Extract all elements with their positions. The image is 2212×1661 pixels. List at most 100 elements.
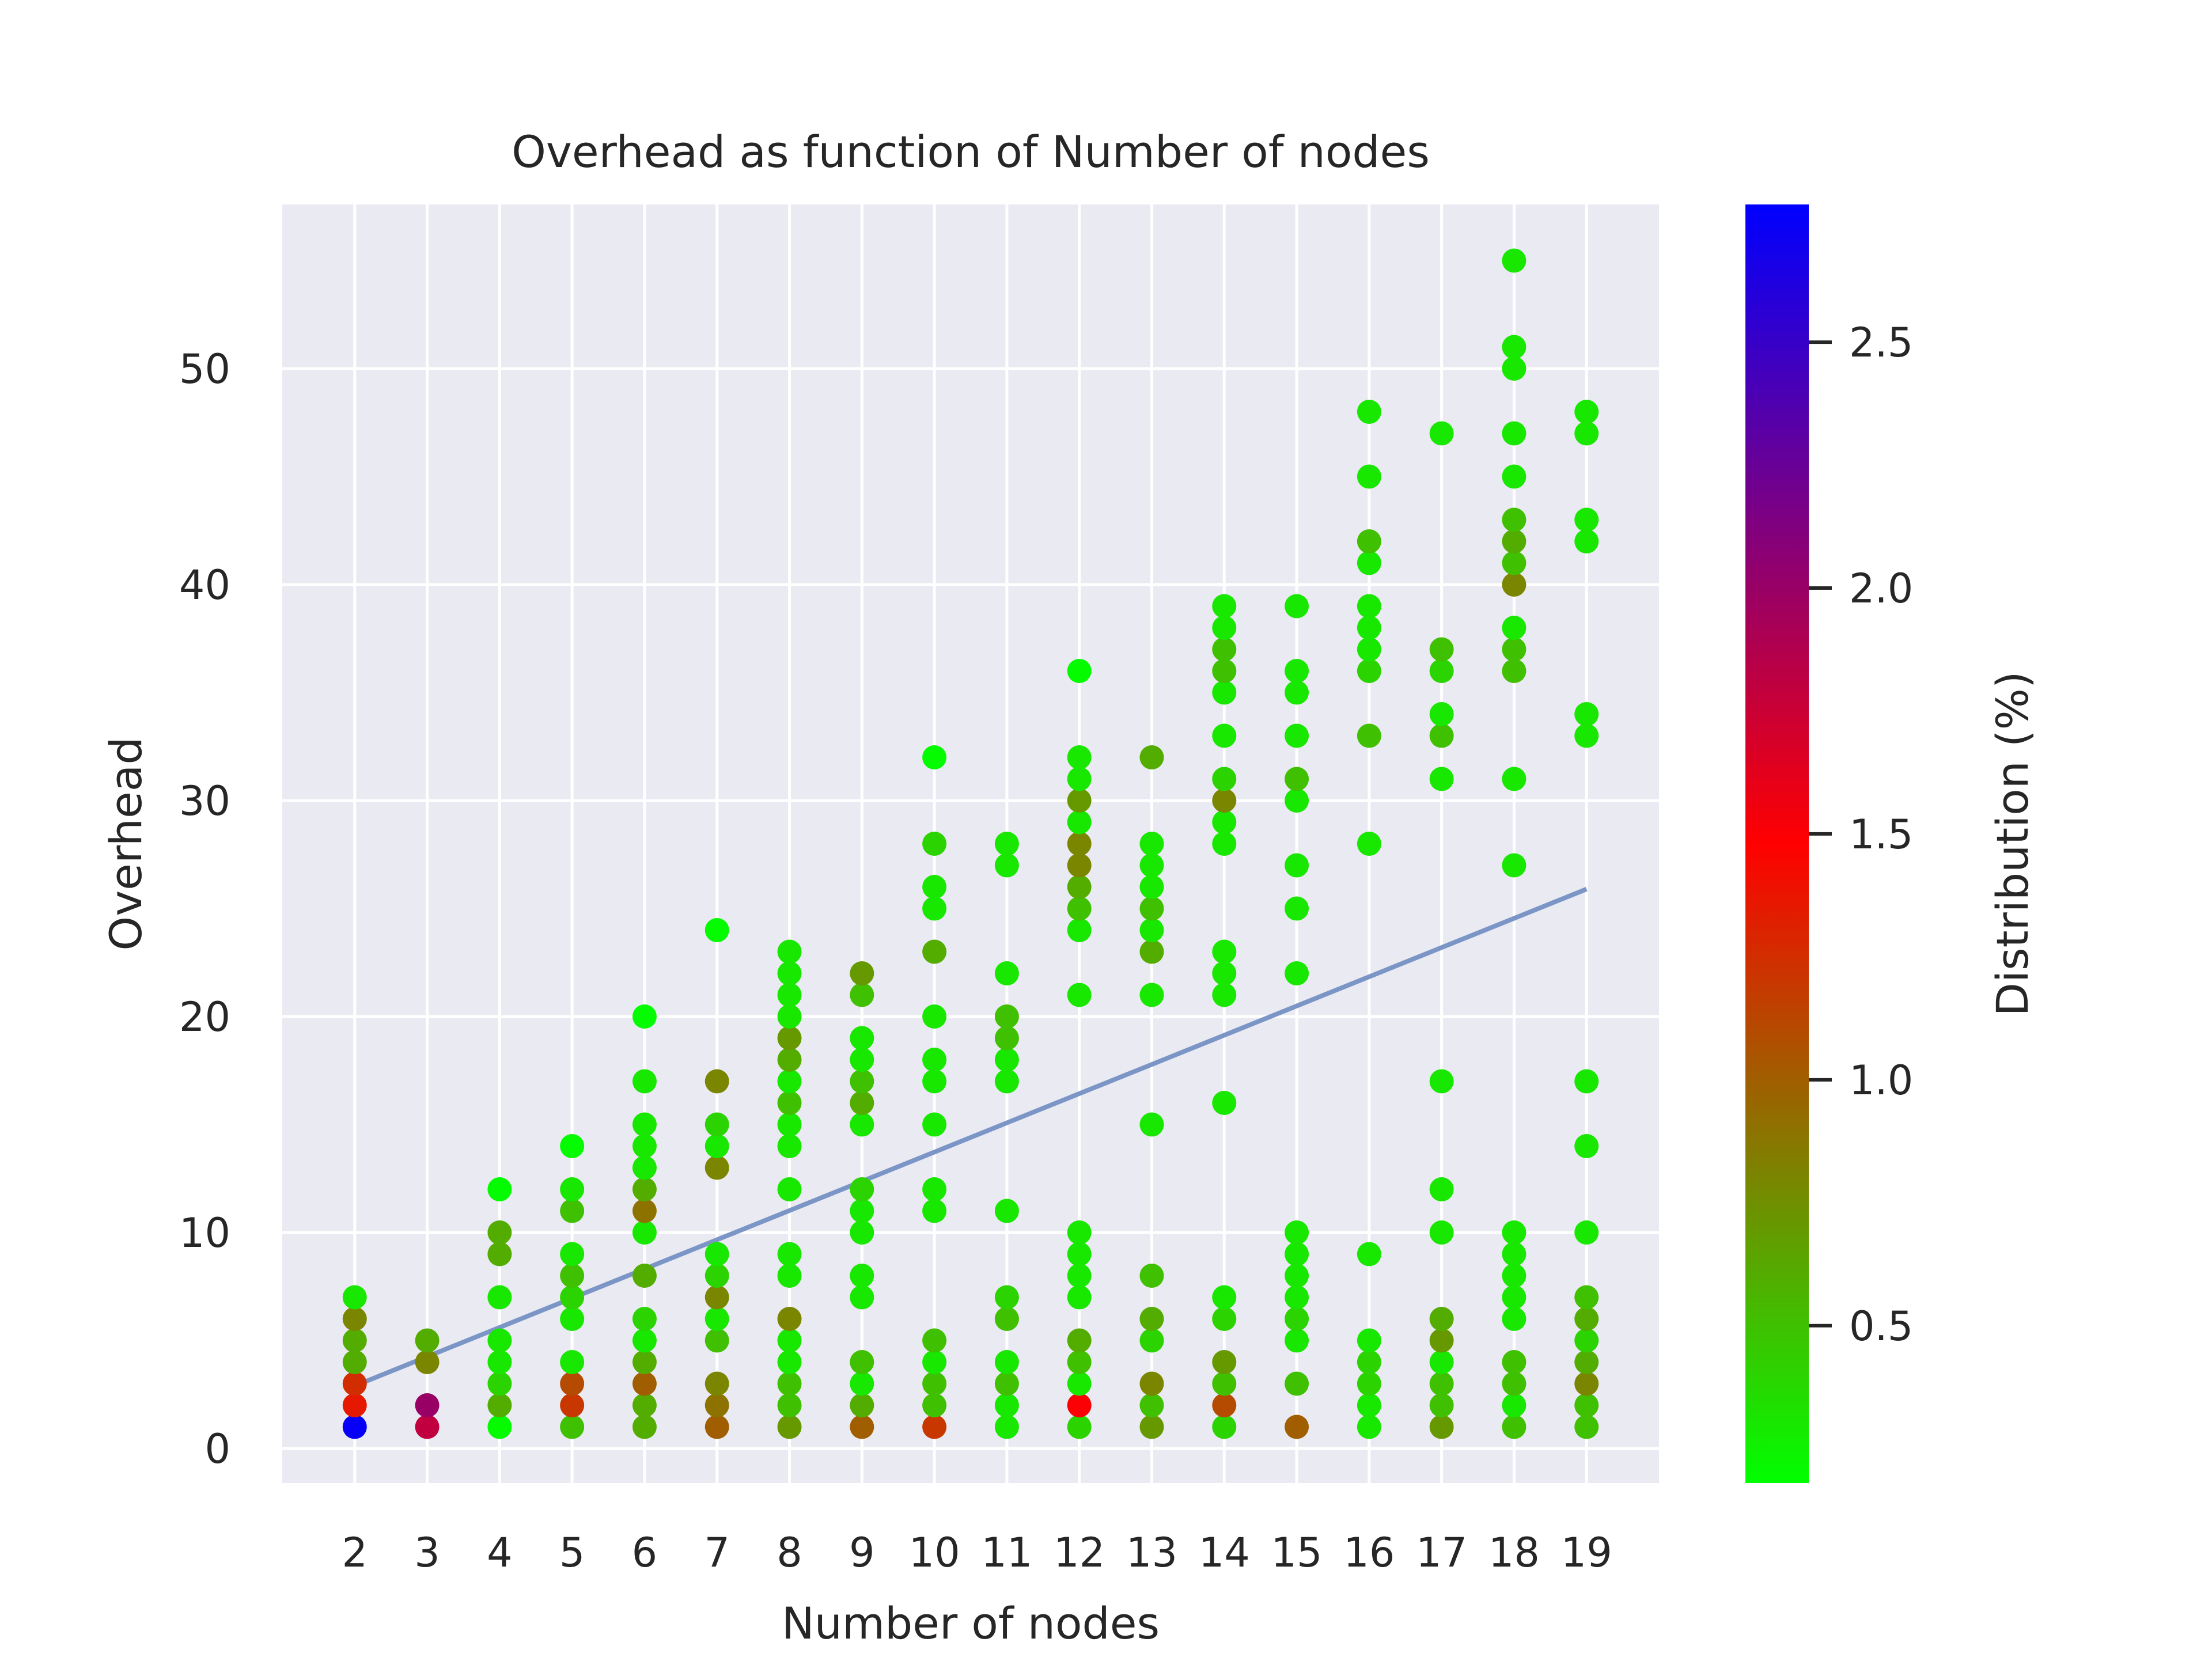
trend-line-group — [354, 887, 1588, 1388]
data-point — [342, 1307, 367, 1331]
data-point — [1574, 1069, 1599, 1094]
scatter-points — [342, 248, 1599, 1439]
data-point — [1357, 723, 1381, 748]
data-point — [1574, 1371, 1599, 1396]
data-point — [1067, 1350, 1092, 1374]
plot-background — [282, 204, 1659, 1483]
data-point — [1429, 1220, 1454, 1245]
data-point — [1357, 1350, 1381, 1374]
data-point — [1067, 1371, 1092, 1396]
data-point — [1502, 1307, 1527, 1331]
data-point — [1212, 1371, 1237, 1396]
data-point — [1574, 1414, 1599, 1439]
data-point — [342, 1350, 367, 1374]
data-point — [560, 1264, 585, 1288]
data-point — [850, 983, 874, 1007]
data-point — [487, 1393, 512, 1417]
data-point — [1139, 1112, 1164, 1137]
data-point — [1429, 1328, 1454, 1353]
data-point — [850, 1371, 874, 1396]
data-point — [1212, 1285, 1237, 1310]
data-point — [777, 1004, 802, 1029]
data-point — [560, 1350, 585, 1374]
x-tick-label: 10 — [909, 1529, 960, 1576]
data-point — [850, 1091, 874, 1115]
data-point — [704, 1242, 729, 1266]
data-point — [922, 832, 947, 856]
x-tick-label: 2 — [342, 1529, 368, 1576]
data-point — [994, 1004, 1019, 1029]
data-point — [632, 1264, 657, 1288]
data-point — [1357, 1242, 1381, 1266]
data-point — [1357, 832, 1381, 856]
x-tick-label: 5 — [559, 1529, 585, 1576]
data-point — [1429, 1393, 1454, 1417]
data-point — [1429, 1350, 1454, 1374]
data-point — [1429, 1371, 1454, 1396]
y-axis-label: Overhead — [100, 737, 151, 950]
data-point — [1574, 529, 1599, 553]
data-point — [1502, 1414, 1527, 1439]
data-point — [1285, 767, 1309, 791]
data-point — [1139, 832, 1164, 856]
colorbar-tick-label: 2.5 — [1849, 319, 1913, 366]
data-point — [1067, 1242, 1092, 1266]
data-point — [1502, 335, 1527, 359]
data-point — [1067, 1414, 1092, 1439]
x-tick-label: 4 — [487, 1529, 513, 1576]
data-point — [850, 1048, 874, 1072]
data-point — [704, 1393, 729, 1417]
data-point — [704, 1285, 729, 1310]
data-point — [922, 1069, 947, 1094]
data-point — [1429, 659, 1454, 683]
data-point — [1067, 918, 1092, 942]
data-point — [1502, 357, 1527, 381]
data-point — [1139, 1307, 1164, 1331]
data-point — [342, 1393, 367, 1417]
x-tick-label: 17 — [1416, 1529, 1467, 1576]
data-point — [777, 983, 802, 1007]
data-point — [850, 1177, 874, 1201]
x-tick-label: 13 — [1126, 1529, 1177, 1576]
data-point — [632, 1328, 657, 1353]
data-point — [922, 1414, 947, 1439]
data-point — [1212, 1091, 1237, 1115]
data-point — [777, 961, 802, 985]
data-point — [1285, 1371, 1309, 1396]
data-point — [1285, 1285, 1309, 1310]
data-point — [1357, 464, 1381, 489]
data-point — [487, 1414, 512, 1439]
x-tick-label: 3 — [414, 1529, 440, 1576]
data-point — [1502, 529, 1527, 553]
data-point — [1429, 1069, 1454, 1094]
colorbar-tick-label: 1.0 — [1849, 1057, 1913, 1104]
x-tick-label: 16 — [1343, 1529, 1395, 1576]
data-point — [1285, 961, 1309, 985]
data-point — [415, 1393, 440, 1417]
data-point — [1357, 1371, 1381, 1396]
data-point — [1067, 1285, 1092, 1310]
data-point — [1502, 1285, 1527, 1310]
data-point — [1212, 723, 1237, 748]
data-point — [1212, 1307, 1237, 1331]
y-tick-labels: 0 10 20 30 40 50 — [179, 346, 230, 1473]
data-point — [777, 1328, 802, 1353]
data-point — [1429, 421, 1454, 446]
data-point — [777, 1414, 802, 1439]
data-point — [1067, 832, 1092, 856]
data-point — [1502, 1264, 1527, 1288]
data-point — [1357, 1328, 1381, 1353]
data-point — [632, 1069, 657, 1094]
data-point — [704, 918, 729, 942]
data-point — [1139, 1264, 1164, 1288]
data-point — [1502, 853, 1527, 878]
data-point — [632, 1307, 657, 1331]
data-point — [1429, 637, 1454, 662]
data-point — [632, 1220, 657, 1245]
data-point — [415, 1328, 440, 1353]
data-point — [922, 1199, 947, 1223]
data-point — [560, 1134, 585, 1158]
data-point — [1212, 832, 1237, 856]
data-point — [1574, 723, 1599, 748]
data-point — [1429, 767, 1454, 791]
